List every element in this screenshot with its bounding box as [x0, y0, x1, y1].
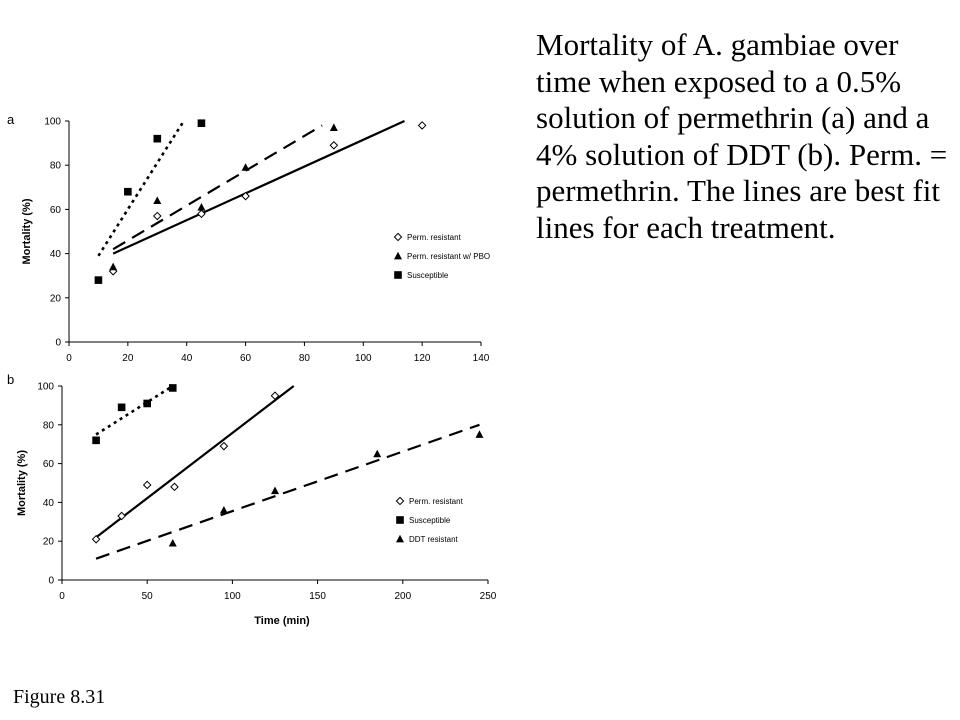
x-tick-label: 140	[473, 353, 490, 364]
chart-legend: Perm. resistant Perm. resistant w/ PBO Sus…	[393, 232, 490, 280]
legend-label: Susceptible	[409, 516, 451, 525]
data-point	[417, 121, 427, 130]
data-point	[143, 399, 151, 408]
x-tick-label: 0	[59, 591, 65, 602]
x-tick-label: 50	[142, 591, 154, 602]
y-tick-label: 40	[50, 249, 62, 260]
data-point	[329, 123, 338, 132]
data-point	[142, 480, 152, 490]
fit-line-susceptible	[97, 120, 185, 257]
series-perm-resistant-w-pbo	[109, 123, 338, 271]
legend-marker	[394, 251, 402, 260]
y-axis-label: Mortality (%)	[16, 450, 28, 516]
legend-marker	[396, 534, 404, 543]
data-point	[197, 119, 206, 128]
data-point	[92, 436, 100, 445]
y-axis-label: Mortality (%)	[21, 198, 33, 264]
x-tick-label: 20	[122, 353, 134, 364]
fit-line-ddt-resistant	[95, 423, 480, 560]
data-point	[153, 134, 162, 143]
data-point	[373, 449, 382, 458]
x-tick-label: 40	[181, 353, 193, 364]
data-point	[219, 441, 229, 451]
chart-panel-a: a 0 20 40 60 80 100 0 20 40 60 80 100 120 140 Mortality…	[7, 112, 490, 364]
data-point	[124, 187, 132, 196]
data-point	[197, 209, 206, 219]
data-point	[94, 276, 103, 284]
fit-line-susceptible	[95, 384, 174, 436]
chart-legend: Perm. resistant Susceptible DDT resistant	[395, 496, 464, 544]
legend-label: Perm. resistant w/ PBO	[407, 252, 490, 261]
data-point	[109, 262, 118, 271]
data-point	[197, 202, 206, 211]
x-tick-label: 200	[394, 591, 411, 602]
series-susceptible	[94, 119, 206, 284]
data-point	[475, 430, 484, 438]
data-point	[219, 505, 228, 514]
panel-label: b	[7, 372, 14, 387]
data-point	[270, 391, 280, 401]
x-tick-label: 100	[355, 353, 372, 364]
x-axis-label: Time (min)	[254, 615, 310, 627]
series-perm-resistant	[91, 391, 280, 544]
legend-marker	[393, 232, 403, 242]
y-tick-label: 80	[43, 420, 55, 431]
y-tick-label: 20	[50, 293, 62, 304]
panel-label: a	[7, 112, 15, 127]
x-tick-label: 60	[240, 353, 252, 364]
y-tick-label: 0	[55, 338, 61, 349]
y-tick-label: 100	[44, 117, 61, 128]
data-point	[117, 511, 126, 521]
data-point	[241, 191, 250, 201]
legend-label: Perm. resistant	[407, 233, 462, 242]
legend-marker	[396, 516, 404, 524]
figure-caption: Mortality of A. gambiae over time when e…	[536, 27, 948, 245]
data-point	[271, 486, 279, 495]
y-tick-label: 40	[43, 498, 55, 509]
legend-label: Perm. resistant	[409, 497, 464, 506]
data-point	[91, 534, 101, 544]
data-point	[329, 141, 339, 150]
legend-label: Susceptible	[407, 271, 449, 280]
series-ddt-resistant	[168, 430, 484, 547]
fit-line-perm-resistant	[95, 385, 295, 539]
series-perm-resistant	[108, 121, 427, 276]
data-point	[168, 384, 177, 392]
y-tick-label: 100	[37, 382, 54, 393]
y-tick-label: 60	[50, 205, 62, 216]
data-point	[168, 538, 177, 547]
y-tick-label: 60	[43, 459, 55, 470]
legend-marker	[394, 271, 402, 279]
data-point	[170, 482, 179, 492]
fit-line-perm-resistant	[112, 119, 405, 255]
data-point	[241, 163, 250, 171]
data-point	[117, 403, 126, 412]
x-tick-label: 80	[299, 353, 311, 364]
data-point	[153, 196, 162, 204]
x-tick-label: 120	[414, 353, 431, 364]
x-tick-label: 0	[66, 353, 72, 364]
x-tick-label: 250	[480, 591, 497, 602]
x-tick-label: 100	[224, 591, 241, 602]
series-susceptible	[92, 384, 177, 445]
fit-line-perm-resistant-w-pbo	[112, 124, 323, 251]
y-tick-label: 80	[50, 161, 62, 172]
y-tick-label: 0	[48, 576, 54, 587]
legend-label: DDT resistant	[409, 535, 459, 544]
data-point	[152, 211, 162, 221]
y-tick-label: 20	[43, 537, 55, 548]
legend-marker	[395, 496, 405, 506]
x-tick-label: 150	[309, 591, 326, 602]
chart-panel-b: b 0 20 40 60 80 100 0 50 100 150 200 250 Mortality (%…	[7, 372, 497, 627]
figure-number: Figure 8.31	[13, 686, 106, 708]
